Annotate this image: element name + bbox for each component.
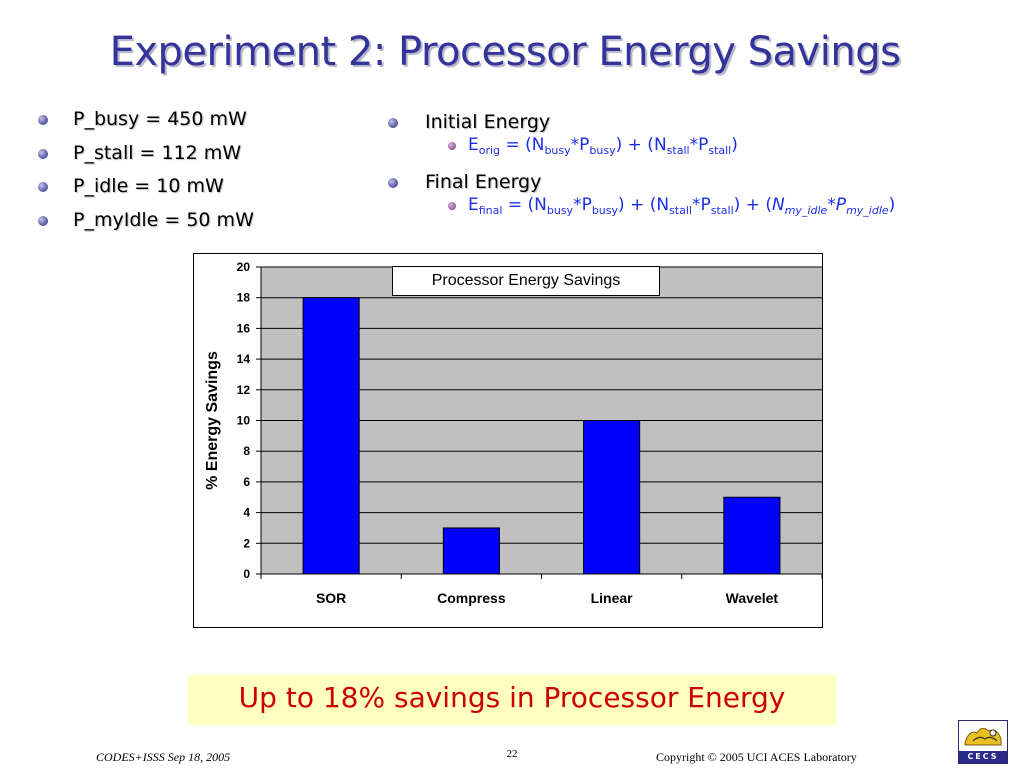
x-tick-label: SOR: [316, 590, 346, 606]
bullet-icon: [38, 215, 48, 226]
bullet-icon: [388, 178, 398, 188]
cecs-logo: CECS: [958, 720, 1008, 764]
bar-compress: [442, 527, 500, 575]
list-item: P_busy = 450 mW: [38, 107, 254, 141]
y-axis-label: % Energy Savings: [204, 351, 221, 490]
bar-wavelet: [723, 496, 781, 575]
y-tick-label: 0: [243, 567, 250, 581]
sub-bullet-icon: [448, 142, 456, 150]
y-tick-label: 2: [243, 536, 250, 550]
y-tick-label: 10: [237, 414, 251, 428]
chart-title: Processor Energy Savings: [392, 266, 660, 296]
final-energy-label: Final Energy: [425, 171, 542, 193]
y-tick-label: 8: [243, 444, 250, 458]
y-tick-label: 4: [243, 506, 250, 520]
bullet-text: P_idle = 10 mW: [73, 175, 224, 197]
e-final-formula: Efinal = (Nbusy*Pbusy) + (Nstall*Pstall)…: [388, 194, 895, 222]
initial-energy-label: Initial Energy: [425, 111, 551, 133]
power-parameter-list: P_busy = 450 mW P_stall = 112 mW P_idle …: [38, 107, 254, 241]
y-tick-label: 18: [237, 291, 251, 305]
x-tick-label: Wavelet: [726, 590, 779, 606]
bar-linear: [583, 420, 641, 575]
y-tick-label: 16: [237, 321, 251, 335]
bullet-icon: [38, 182, 48, 192]
footer-page-number: 22: [506, 748, 518, 760]
highlight-banner: Up to 18% savings in Processor Energy: [188, 675, 836, 725]
list-item: P_stall = 112 mW: [38, 141, 254, 175]
y-tick-label: 6: [243, 475, 250, 489]
logo-text: CECS: [959, 751, 1007, 763]
bar-chart-svg: 0 2 4 6 8 10 12 14 16 18 20 SOR Compress Linear Wavele…: [204, 260, 822, 606]
y-tick-label: 12: [237, 383, 251, 397]
bullet-text: P_busy = 450 mW: [73, 108, 247, 130]
energy-formula-list: Initial Energy Eorig = (Nbusy*Pbusy) + (…: [388, 110, 895, 230]
bullet-text: P_myIdle = 50 mW: [73, 208, 254, 231]
x-tick-label: Compress: [437, 590, 506, 606]
list-item: P_idle = 10 mW: [38, 174, 254, 208]
y-tick-label: 14: [237, 352, 251, 366]
e-orig-formula: Eorig = (Nbusy*Pbusy) + (Nstall*Pstall): [388, 134, 895, 162]
bullet-text: P_stall = 112 mW: [73, 141, 242, 164]
y-tick-label: 20: [237, 260, 251, 274]
sub-bullet-icon: [448, 202, 456, 210]
bullet-icon: [38, 148, 48, 159]
bullet-icon: [388, 118, 398, 128]
final-energy-item: Final Energy: [388, 170, 895, 194]
bullet-icon: [38, 115, 48, 125]
cecs-logo-icon: [959, 721, 1007, 751]
bar-sor: [302, 297, 360, 575]
x-tick-label: Linear: [591, 590, 634, 606]
bar-chart: 0 2 4 6 8 10 12 14 16 18 20 SOR Compress Linear Wavele…: [193, 253, 823, 628]
list-item: P_myIdle = 50 mW: [38, 208, 254, 242]
footer-conference: CODES+ISSS Sep 18, 2005: [96, 750, 231, 764]
initial-energy-item: Initial Energy: [388, 110, 895, 134]
slide-title: Experiment 2: Processor Energy Savings: [109, 29, 901, 75]
footer-copyright: Copyright © 2005 UCI ACES Laboratory: [656, 750, 857, 764]
